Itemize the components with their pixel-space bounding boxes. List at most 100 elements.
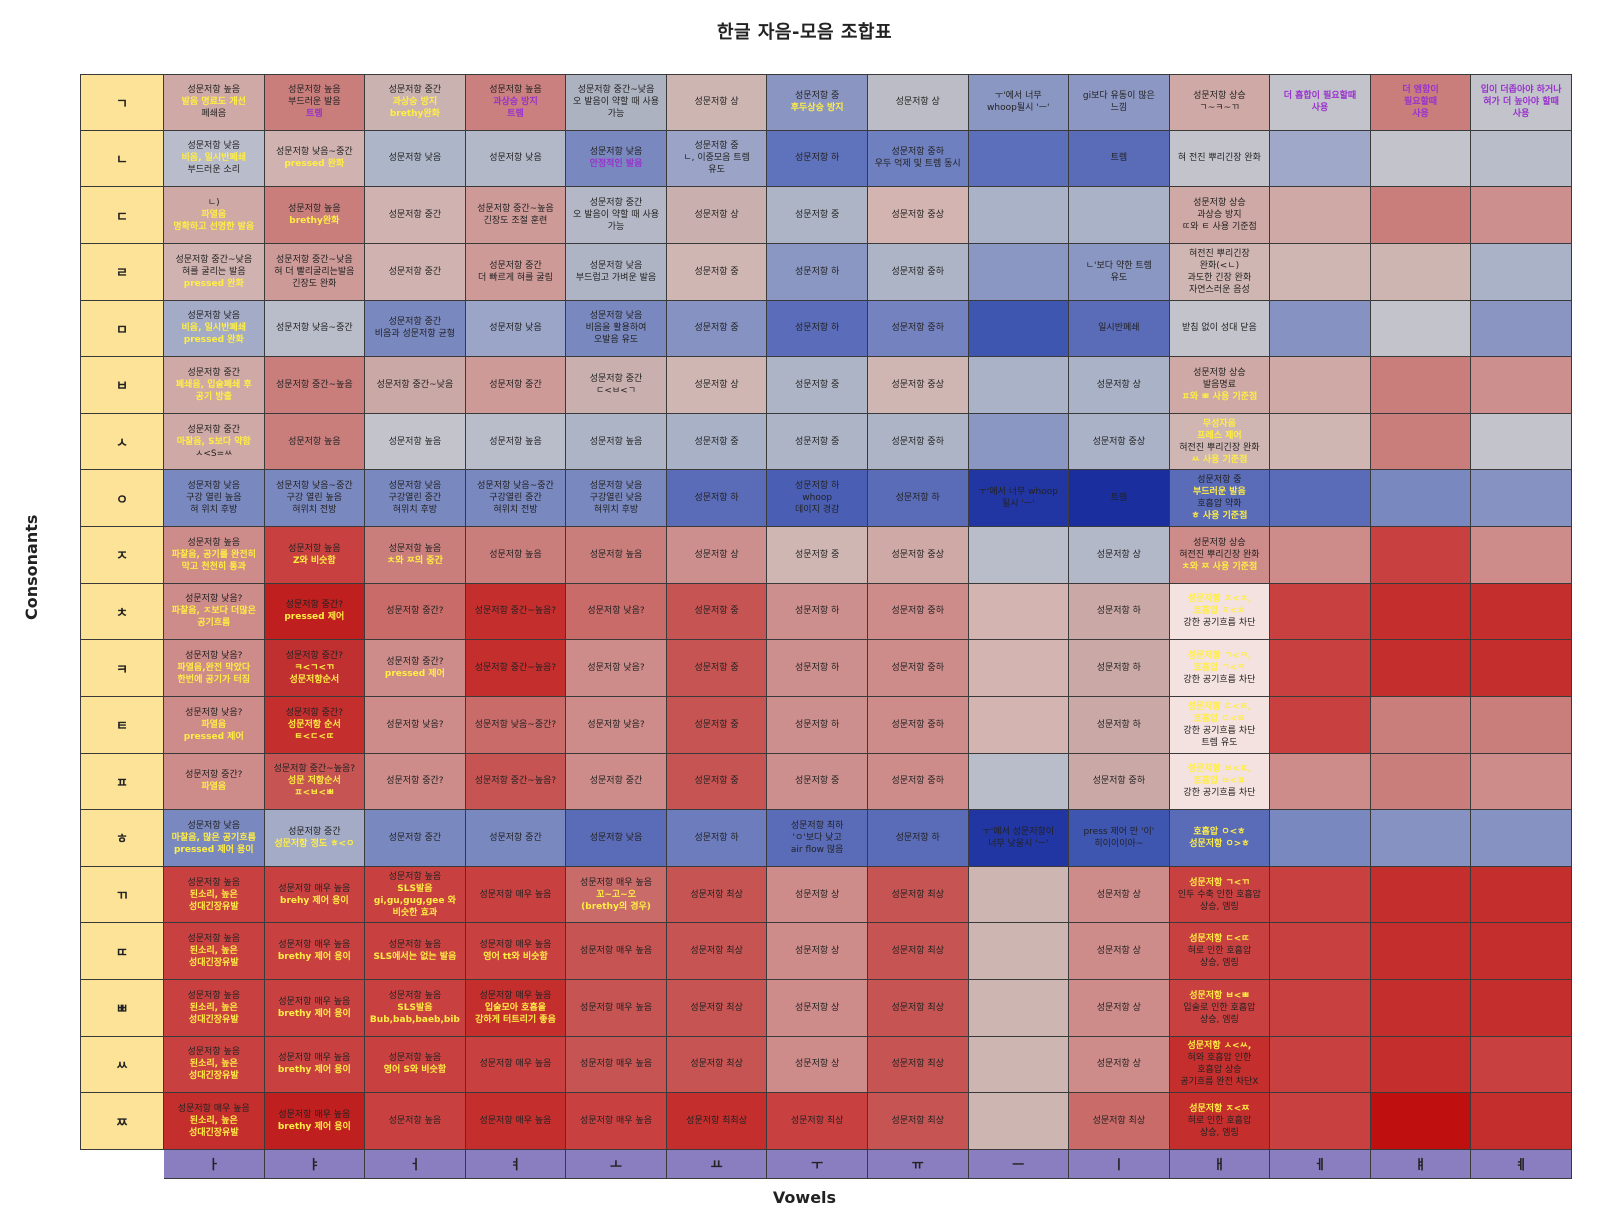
cell-line: 성문저항 중하 — [891, 147, 944, 158]
heatmap-cell-7-8: ㅜ'에서 너무 whoop 될시 'ㅡ' — [968, 470, 1070, 527]
row-label-5: ㅂ — [80, 357, 164, 414]
heatmap-cell-8-11 — [1270, 527, 1371, 584]
cell-line: 성문저항 매우 높음 — [278, 996, 351, 1007]
heatmap-cell-3-4: 성문저항 낮음 부드럽고 가벼운 발음 — [566, 243, 667, 301]
cell-text: 성문저항 최상 — [889, 1002, 946, 1014]
cell-text: 성문저항 중간~높음? — [473, 605, 558, 617]
heatmap-cell-2-13 — [1471, 187, 1572, 244]
cell-line: 혀 전진 뿌리긴장 완화 — [1177, 153, 1261, 164]
heatmap-cell-5-3: 성문저항 중간 — [465, 357, 567, 414]
cell-text: 성문저항 중하 — [889, 775, 946, 787]
heatmap-cell-17-11 — [1270, 1036, 1371, 1094]
heatmap-cell-4-1: 성문저항 낮음~중간 — [264, 300, 366, 358]
cell-line: 성문저항 낮음? — [185, 594, 243, 605]
chart-title: 한글 자음-모음 조합표 — [716, 22, 893, 43]
heatmap-cell-15-7: 성문저항 최상 — [867, 923, 969, 980]
heatmap-cell-0-4: 성문저항 중간~낮음 오 발음이 약할 때 사용 가능 — [566, 74, 667, 131]
heatmap-cell-0-2: 성문저항 중간 과상승 방지 brethy완화 — [365, 74, 466, 131]
row-label-16: ㅃ — [80, 980, 164, 1037]
cell-text: 성문저항 낮음? — [585, 605, 646, 617]
cell-line: 성문저항 하 — [1096, 719, 1141, 730]
cell-text: 혀 전진 뿌리긴장 완화 — [1176, 152, 1263, 164]
heatmap-cell-13-7: 성문저항 하 — [867, 810, 969, 867]
cell-line: 성문저항 낮음~중간 — [276, 323, 353, 334]
heatmap-cell-9-10: 성문저항 ㅈ<ㅊ, 호흡압 ㅈ<ㅊ 강한 공기흐름 차단 — [1169, 583, 1271, 641]
cell-line: 성문저항 매우 높음 — [278, 1110, 351, 1121]
cell-text: 성문저항 중간~높음? — [473, 662, 558, 674]
cell-line: 성문저항 하 — [1096, 663, 1141, 674]
cell-line: 받침 없이 성대 닫음 — [1181, 323, 1257, 334]
heatmap-cell-16-0: 성문저항 높음 된소리, 높은 성대긴장유발 — [164, 980, 265, 1037]
cell-line: 성문저항 매우 높음 — [479, 1059, 552, 1070]
cell-text: 성문저항 낮음? — [585, 719, 646, 731]
heatmap-cell-8-3: 성문저항 높음 — [465, 527, 567, 584]
cell-text: 성문저항 ㅈ<ㅉ 혀로 인한 호흡압 상승, 엠링 — [1186, 1103, 1254, 1139]
heatmap-cell-11-3: 성문저항 낮음~중간? — [465, 696, 567, 754]
cell-text: 성문저항 낮음 비음, 일시반폐쇄 부드러운 소리 — [180, 140, 249, 176]
heatmap-cell-16-3: 성문저항 매우 높음 입술모아 호흡을 강하게 터트리기 좋음 — [465, 980, 567, 1037]
heatmap-cell-1-11 — [1270, 130, 1371, 188]
cell-line: ㅜ'에서 너무 — [994, 91, 1042, 102]
column-label-13: ㅖ — [1471, 1149, 1572, 1179]
column-label-9: ㅣ — [1069, 1149, 1170, 1179]
cell-text: 성문저항 ㅂ<ㅍ, 호흡압 ㅂ<ㅍ 강한 공기흐름 차단 — [1181, 763, 1257, 799]
cell-text: 성문저항 낮음~중간 pressed 완화 — [274, 146, 355, 170]
cell-text: 성문저항 매우 높음 — [477, 1058, 553, 1070]
cell-line: 성문저항 하 — [694, 832, 739, 843]
cell-text: 성문저항 매우 높음 영어 tt와 비슷함 — [477, 939, 553, 963]
cell-line: 혀 더 빨리굴리는발음 — [274, 266, 355, 277]
cell-text: 성문저항 하 — [894, 492, 942, 504]
cell-text: 성문저항 중 — [692, 605, 740, 617]
cell-line: 상승, 엠링 — [1199, 1014, 1239, 1025]
cell-text: 성문저항 높음 — [487, 549, 544, 561]
cell-line: 성문저항 상 — [694, 97, 739, 108]
cell-text: 성문저항 낮음 부드럽고 가벼운 발음 — [574, 260, 658, 284]
cell-line: 혀와 호흡압 인한 — [1187, 1053, 1252, 1064]
cell-text: 성문저항 중간 마찰음, S보다 약함 ㅅ<S=ㅆ — [175, 424, 253, 460]
cell-line: 성문저항 ㅈ<ㅉ — [1189, 1104, 1250, 1115]
cell-line: 성문저항 중간? — [386, 776, 444, 787]
row-label-7: ㅇ — [80, 470, 164, 527]
heatmap-cell-16-8 — [968, 980, 1070, 1037]
cell-line: ㅊ와 ㅉ의 중간 — [386, 555, 443, 566]
cell-line: 된소리, 높은 — [189, 946, 238, 957]
cell-text: 성문저항 하 whoop 데이지 경감 — [793, 480, 841, 516]
cell-line: 성문저항 상승 — [1193, 198, 1246, 209]
heatmap-cell-7-4: 성문저항 낮음 구강열린 낮음 혀위치 후방 — [566, 470, 667, 527]
cell-line: 성문저항 최상 — [891, 889, 944, 900]
heatmap-cell-16-2: 성문저항 높음 SLS발음 Bub,bab,baeb,bib — [365, 980, 466, 1037]
cell-line: 성문저항 낮음 — [589, 311, 643, 322]
cell-line: 성문저항 낮음~중간 — [477, 481, 554, 492]
cell-line: 과도한 긴장 완화 — [1187, 272, 1252, 283]
cell-line: 가능 — [607, 109, 625, 120]
cell-line: 성문 저항순서 — [287, 776, 341, 787]
heatmap-cell-5-4: 성문저항 중간 ㄷ<ㅂ<ㄱ — [566, 357, 667, 414]
cell-line: 성문저항 하 — [795, 481, 840, 492]
heatmap-cell-8-6: 성문저항 중 — [767, 527, 868, 584]
cell-line: 된소리, 높은 — [189, 1002, 238, 1013]
cell-line: 성문저항 낮음~중간 — [276, 481, 353, 492]
heatmap-cell-1-1: 성문저항 낮음~중간 pressed 완화 — [264, 130, 366, 188]
cell-line: 성문저항 낮음 — [489, 153, 542, 164]
cell-line: 성문저항 중간? — [285, 651, 343, 662]
heatmap-cell-9-9: 성문저항 하 — [1069, 583, 1170, 641]
cell-text: ㄴ'보다 약한 트렘 유도 — [1084, 260, 1154, 284]
cell-line: 트렘 유도 — [1201, 737, 1238, 748]
cell-line: 마찰음, 많은 공기흐름 — [171, 832, 256, 843]
heatmap-cell-11-2: 성문저항 낮음? — [365, 696, 466, 754]
cell-line: 성문저항 중 — [795, 776, 840, 787]
cell-text: 성문저항 하 — [793, 152, 841, 164]
heatmap-cell-15-0: 성문저항 높음 된소리, 높은 성대긴장유발 — [164, 923, 265, 980]
cell-text: 성문저항 상 — [1095, 379, 1143, 391]
row-label-15: ㄸ — [80, 923, 164, 980]
cell-text: 성문저항 높음 SLS발음 Bub,bab,baeb,bib — [368, 990, 462, 1026]
cell-line: 성문저항 중하 — [891, 606, 944, 617]
heatmap-cell-10-7: 성문저항 중하 — [867, 640, 969, 697]
cell-text: 성문저항 높음 된소리, 높은 성대긴장유발 — [186, 990, 243, 1026]
cell-line: 성문저항 상승 — [1193, 537, 1246, 548]
cell-line: 부드러운 발음 — [288, 97, 341, 108]
heatmap-cell-14-3: 성문저항 매우 높음 — [465, 866, 567, 924]
cell-line: 성문저항 ㅂ<ㅃ — [1189, 990, 1250, 1001]
cell-line: 성문저항 낮음? — [185, 707, 243, 718]
cell-line: 완화(<ㄴ) — [1199, 260, 1240, 271]
